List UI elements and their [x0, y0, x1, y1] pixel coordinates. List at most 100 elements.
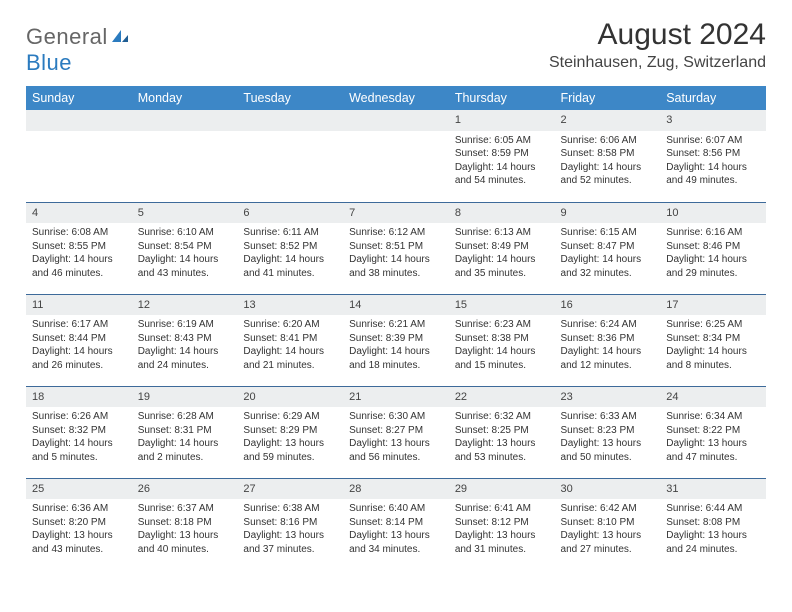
sunrise-text: Sunrise: 6:06 AM: [561, 134, 655, 148]
day-number: 25: [26, 479, 132, 500]
day-number: 26: [132, 479, 238, 500]
daylight-text: Daylight: 14 hours and 2 minutes.: [138, 437, 232, 464]
sunset-text: Sunset: 8:23 PM: [561, 424, 655, 438]
logo-text-general: General: [26, 24, 108, 49]
sunset-text: Sunset: 8:41 PM: [243, 332, 337, 346]
day-number: [26, 110, 132, 131]
calendar-day-cell: 29Sunrise: 6:41 AMSunset: 8:12 PMDayligh…: [449, 478, 555, 570]
day-body: Sunrise: 6:16 AMSunset: 8:46 PMDaylight:…: [660, 223, 766, 286]
calendar-week-row: 4Sunrise: 6:08 AMSunset: 8:55 PMDaylight…: [26, 202, 766, 294]
sunrise-text: Sunrise: 6:40 AM: [349, 502, 443, 516]
calendar-day-cell: 3Sunrise: 6:07 AMSunset: 8:56 PMDaylight…: [660, 110, 766, 202]
calendar-day-cell: 27Sunrise: 6:38 AMSunset: 8:16 PMDayligh…: [237, 478, 343, 570]
calendar-day-cell: 19Sunrise: 6:28 AMSunset: 8:31 PMDayligh…: [132, 386, 238, 478]
location: Steinhausen, Zug, Switzerland: [549, 54, 766, 72]
day-body: [237, 131, 343, 140]
calendar-day-cell: 4Sunrise: 6:08 AMSunset: 8:55 PMDaylight…: [26, 202, 132, 294]
day-number: 17: [660, 295, 766, 316]
calendar-day-cell: 16Sunrise: 6:24 AMSunset: 8:36 PMDayligh…: [555, 294, 661, 386]
sunrise-text: Sunrise: 6:34 AM: [666, 410, 760, 424]
logo-text-blue: Blue: [26, 50, 72, 75]
day-number: 29: [449, 479, 555, 500]
sunset-text: Sunset: 8:20 PM: [32, 516, 126, 530]
sunrise-text: Sunrise: 6:28 AM: [138, 410, 232, 424]
sunset-text: Sunset: 8:14 PM: [349, 516, 443, 530]
day-number: 23: [555, 387, 661, 408]
day-body: Sunrise: 6:34 AMSunset: 8:22 PMDaylight:…: [660, 407, 766, 470]
daylight-text: Daylight: 14 hours and 35 minutes.: [455, 253, 549, 280]
weekday-header-row: SundayMondayTuesdayWednesdayThursdayFrid…: [26, 86, 766, 110]
day-number: 11: [26, 295, 132, 316]
calendar-day-cell: 5Sunrise: 6:10 AMSunset: 8:54 PMDaylight…: [132, 202, 238, 294]
calendar-day-cell: 7Sunrise: 6:12 AMSunset: 8:51 PMDaylight…: [343, 202, 449, 294]
day-body: Sunrise: 6:21 AMSunset: 8:39 PMDaylight:…: [343, 315, 449, 378]
month-title: August 2024: [549, 18, 766, 52]
daylight-text: Daylight: 14 hours and 5 minutes.: [32, 437, 126, 464]
calendar-day-cell: 25Sunrise: 6:36 AMSunset: 8:20 PMDayligh…: [26, 478, 132, 570]
day-body: Sunrise: 6:15 AMSunset: 8:47 PMDaylight:…: [555, 223, 661, 286]
sunrise-text: Sunrise: 6:33 AM: [561, 410, 655, 424]
sunset-text: Sunset: 8:56 PM: [666, 147, 760, 161]
sunset-text: Sunset: 8:39 PM: [349, 332, 443, 346]
sunrise-text: Sunrise: 6:25 AM: [666, 318, 760, 332]
sunrise-text: Sunrise: 6:44 AM: [666, 502, 760, 516]
sunrise-text: Sunrise: 6:10 AM: [138, 226, 232, 240]
calendar-day-cell: 24Sunrise: 6:34 AMSunset: 8:22 PMDayligh…: [660, 386, 766, 478]
sunset-text: Sunset: 8:29 PM: [243, 424, 337, 438]
day-body: Sunrise: 6:12 AMSunset: 8:51 PMDaylight:…: [343, 223, 449, 286]
sunset-text: Sunset: 8:55 PM: [32, 240, 126, 254]
day-body: Sunrise: 6:24 AMSunset: 8:36 PMDaylight:…: [555, 315, 661, 378]
day-body: Sunrise: 6:20 AMSunset: 8:41 PMDaylight:…: [237, 315, 343, 378]
weekday-header: Thursday: [449, 86, 555, 110]
sunset-text: Sunset: 8:49 PM: [455, 240, 549, 254]
daylight-text: Daylight: 14 hours and 41 minutes.: [243, 253, 337, 280]
calendar-day-cell: 14Sunrise: 6:21 AMSunset: 8:39 PMDayligh…: [343, 294, 449, 386]
calendar-day-cell: 17Sunrise: 6:25 AMSunset: 8:34 PMDayligh…: [660, 294, 766, 386]
daylight-text: Daylight: 14 hours and 52 minutes.: [561, 161, 655, 188]
daylight-text: Daylight: 13 hours and 56 minutes.: [349, 437, 443, 464]
day-body: [132, 131, 238, 140]
calendar-day-cell: 8Sunrise: 6:13 AMSunset: 8:49 PMDaylight…: [449, 202, 555, 294]
calendar-day-cell: 22Sunrise: 6:32 AMSunset: 8:25 PMDayligh…: [449, 386, 555, 478]
sunset-text: Sunset: 8:25 PM: [455, 424, 549, 438]
day-body: Sunrise: 6:07 AMSunset: 8:56 PMDaylight:…: [660, 131, 766, 194]
daylight-text: Daylight: 14 hours and 32 minutes.: [561, 253, 655, 280]
sunrise-text: Sunrise: 6:37 AM: [138, 502, 232, 516]
day-body: Sunrise: 6:36 AMSunset: 8:20 PMDaylight:…: [26, 499, 132, 562]
day-number: 8: [449, 203, 555, 224]
daylight-text: Daylight: 13 hours and 27 minutes.: [561, 529, 655, 556]
day-body: Sunrise: 6:30 AMSunset: 8:27 PMDaylight:…: [343, 407, 449, 470]
daylight-text: Daylight: 14 hours and 8 minutes.: [666, 345, 760, 372]
day-number: 18: [26, 387, 132, 408]
sunrise-text: Sunrise: 6:26 AM: [32, 410, 126, 424]
day-number: 2: [555, 110, 661, 131]
calendar-day-cell: 30Sunrise: 6:42 AMSunset: 8:10 PMDayligh…: [555, 478, 661, 570]
day-body: Sunrise: 6:44 AMSunset: 8:08 PMDaylight:…: [660, 499, 766, 562]
daylight-text: Daylight: 14 hours and 43 minutes.: [138, 253, 232, 280]
sunrise-text: Sunrise: 6:05 AM: [455, 134, 549, 148]
day-body: Sunrise: 6:13 AMSunset: 8:49 PMDaylight:…: [449, 223, 555, 286]
day-number: [343, 110, 449, 131]
daylight-text: Daylight: 13 hours and 37 minutes.: [243, 529, 337, 556]
sunrise-text: Sunrise: 6:08 AM: [32, 226, 126, 240]
calendar-week-row: 25Sunrise: 6:36 AMSunset: 8:20 PMDayligh…: [26, 478, 766, 570]
calendar-day-cell: [343, 110, 449, 202]
day-number: 21: [343, 387, 449, 408]
sunset-text: Sunset: 8:52 PM: [243, 240, 337, 254]
daylight-text: Daylight: 14 hours and 29 minutes.: [666, 253, 760, 280]
daylight-text: Daylight: 14 hours and 15 minutes.: [455, 345, 549, 372]
day-body: Sunrise: 6:19 AMSunset: 8:43 PMDaylight:…: [132, 315, 238, 378]
day-body: [26, 131, 132, 140]
day-body: Sunrise: 6:41 AMSunset: 8:12 PMDaylight:…: [449, 499, 555, 562]
sunrise-text: Sunrise: 6:36 AM: [32, 502, 126, 516]
calendar-week-row: 11Sunrise: 6:17 AMSunset: 8:44 PMDayligh…: [26, 294, 766, 386]
day-number: 5: [132, 203, 238, 224]
calendar-day-cell: 1Sunrise: 6:05 AMSunset: 8:59 PMDaylight…: [449, 110, 555, 202]
day-number: 31: [660, 479, 766, 500]
daylight-text: Daylight: 14 hours and 49 minutes.: [666, 161, 760, 188]
logo: General Blue: [26, 24, 130, 76]
daylight-text: Daylight: 13 hours and 53 minutes.: [455, 437, 549, 464]
day-body: Sunrise: 6:17 AMSunset: 8:44 PMDaylight:…: [26, 315, 132, 378]
calendar-day-cell: 21Sunrise: 6:30 AMSunset: 8:27 PMDayligh…: [343, 386, 449, 478]
sunrise-text: Sunrise: 6:11 AM: [243, 226, 337, 240]
